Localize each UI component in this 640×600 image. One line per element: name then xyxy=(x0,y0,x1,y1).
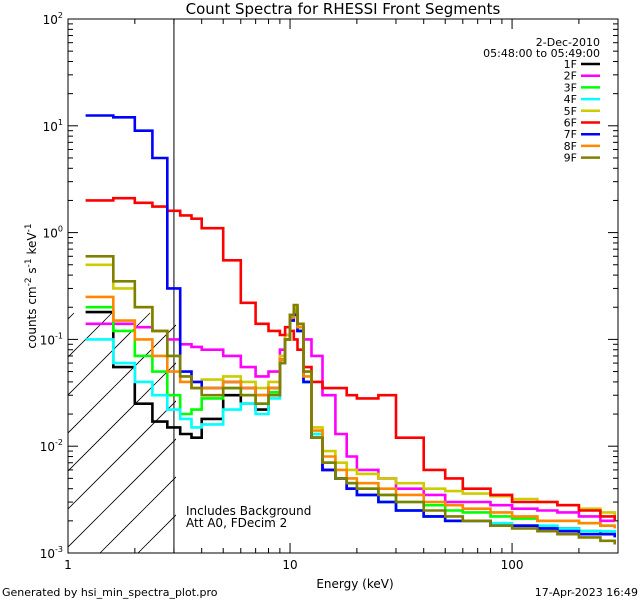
y-tick-label: 10-3 xyxy=(40,545,63,561)
hatch-line xyxy=(632,313,640,553)
y-axis: 10-3 10-2 10-1 100 101 102 xyxy=(40,11,618,561)
hatch-line xyxy=(68,312,151,396)
legend-date: 2-Dec-2010 xyxy=(536,36,600,49)
y-tick-label: 10-2 xyxy=(40,438,63,454)
hatch-line xyxy=(68,438,176,548)
legend-label: 2F xyxy=(564,70,577,83)
hatch-line xyxy=(99,476,176,553)
x-tick-label: 1 xyxy=(64,558,72,572)
series-group xyxy=(85,114,616,545)
footer-timestamp: 17-Apr-2023 16:49 xyxy=(535,586,638,599)
series-line-7F xyxy=(85,114,616,538)
legend-label: 9F xyxy=(564,152,577,165)
footer-generated-by: Generated by hsi_min_spectra_plot.pro xyxy=(2,586,218,599)
y-axis-label: counts cm-2 s-1 keV-1 xyxy=(24,223,39,348)
legend-label: 7F xyxy=(564,128,577,141)
annotation-background: Includes Background xyxy=(186,504,311,518)
x-axis-label: Energy (keV) xyxy=(316,577,393,591)
chart-title: Count Spectra for RHESSI Front Segments xyxy=(186,0,501,18)
series-line-6F xyxy=(85,196,616,521)
y-tick-label: 100 xyxy=(43,225,63,241)
hatch-line xyxy=(68,400,176,510)
series-line-1F xyxy=(85,308,615,536)
annotation-attenuator: Att A0, FDecim 2 xyxy=(186,516,287,530)
series-line-3F xyxy=(85,305,615,527)
y-tick-label: 101 xyxy=(43,118,63,134)
legend-label: 6F xyxy=(564,117,577,130)
hatched-region xyxy=(68,312,640,553)
hatch-line xyxy=(68,324,176,434)
x-tick-label: 10 xyxy=(282,558,297,572)
x-tick-label: 100 xyxy=(501,558,524,572)
plot-frame xyxy=(67,18,619,554)
legend-label: 5F xyxy=(564,105,577,118)
legend-label: 4F xyxy=(564,93,577,106)
hatch-line xyxy=(366,313,606,553)
series-line-9F xyxy=(85,255,616,545)
legend-time-range: 05:48:00 to 05:49:00 xyxy=(483,47,600,60)
hatch-line xyxy=(68,362,176,472)
legend-label: 3F xyxy=(564,81,577,94)
legend-label: 1F xyxy=(564,58,577,71)
y-tick-label: 102 xyxy=(43,11,63,27)
hatch-line xyxy=(68,312,113,358)
legend-label: 8F xyxy=(564,140,577,153)
x-axis: 1 10 100 xyxy=(64,19,619,572)
y-tick-label: 10-1 xyxy=(40,331,63,347)
